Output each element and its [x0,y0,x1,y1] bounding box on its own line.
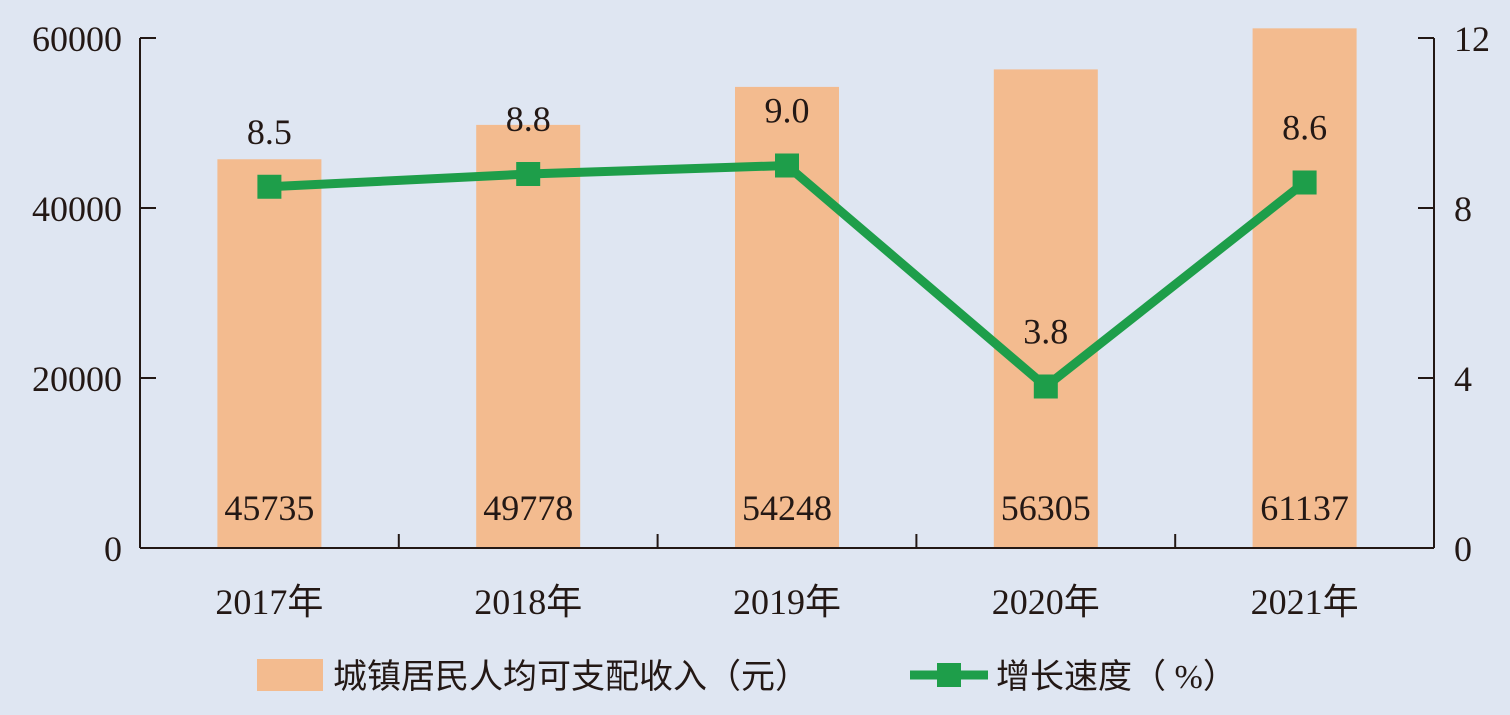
growth-rate-point-2017年 [257,174,282,199]
axes-layer: 0 20000 40000 60000 0 4 8 12 2017年 2018年 2019年 2020… [32,19,1490,622]
growth-rate-label: 8.8 [506,99,551,139]
y-left-tick-label: 60000 [32,19,122,59]
bars-layer [217,28,1357,549]
x-tick-label: 2021年 [1251,582,1359,622]
y-left-tick-label: 40000 [32,189,122,229]
bar-value-label: 61137 [1260,488,1349,528]
growth-rate-label: 9.0 [765,91,810,131]
bar-2020年 [993,69,1098,548]
growth-rate-point-2019年 [775,153,799,178]
x-tick-label: 2019年 [733,582,841,622]
legend-swatch-marker [937,663,961,687]
growth-rate-point-2020年 [1033,374,1058,399]
y-left-tick-label: 0 [104,529,122,569]
labels-layer: 45735 49778 54248 56305 61137 8.5 8.8 9.0 3.8 8.6 [224,91,1349,529]
y-left-tick-label: 20000 [32,359,122,399]
x-tick-label: 2017年 [215,582,323,622]
bar-2017年 [217,159,322,548]
x-tick-label: 2018年 [474,582,582,622]
bar-2018年 [476,124,581,549]
x-tick-label: 2020年 [992,582,1100,622]
legend-swatch-bar [257,659,323,691]
y-right-tick-label: 8 [1454,189,1472,229]
legend-label-bar: 城镇居民人均可支配收入（元） [333,658,809,696]
growth-rate-label: 8.5 [247,112,292,152]
bar-value-label: 45735 [224,488,314,528]
line-layer [257,153,1317,399]
bar-value-label: 56305 [1001,488,1091,528]
bar-2021年 [1252,28,1357,548]
y-right-tick-label: 0 [1454,529,1472,569]
growth-rate-point-2021年 [1292,170,1317,195]
y-right-tick-label: 12 [1454,19,1490,59]
legend-label-line: 增长速度（ %） [996,658,1237,696]
bar-value-label: 49778 [483,488,573,528]
legend: 城镇居民人均可支配收入（元） 增长速度（ %） [257,658,1237,696]
growth-rate-point-2018年 [516,162,541,186]
bar-value-label: 54248 [742,488,832,528]
growth-rate-label: 3.8 [1023,312,1068,352]
y-right-tick-label: 4 [1454,359,1472,399]
growth-rate-label: 8.6 [1282,108,1327,148]
